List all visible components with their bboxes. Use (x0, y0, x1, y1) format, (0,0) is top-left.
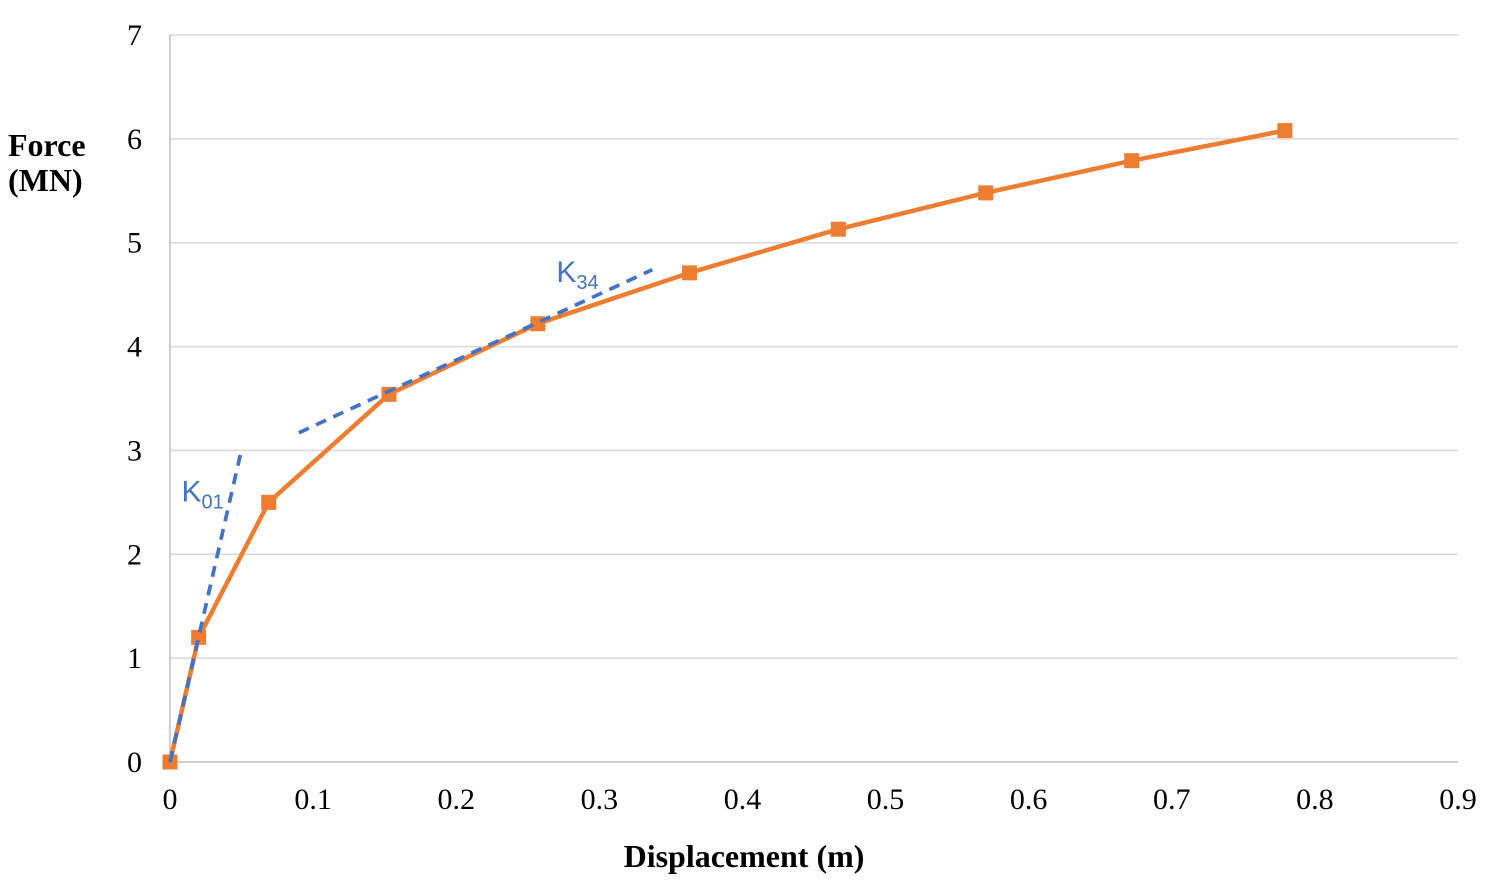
x-tick-label-0_5: 0.5 (867, 783, 905, 816)
x-tick-label-0_3: 0.3 (581, 783, 619, 816)
series-k01-secant-line (168, 448, 244, 763)
y-axis-title: Force (MN) (8, 128, 86, 198)
series-force-displacement-curve (167, 128, 1286, 763)
y-tick-label-3: 3 (127, 434, 142, 467)
series-k34-secant-line (298, 268, 654, 435)
marker-force-displacement-curve-point-9 (1277, 123, 1293, 139)
marker-force-displacement-curve-point-1 (191, 629, 207, 645)
y-tick-label-4: 4 (127, 331, 142, 364)
annotation-k34-main: K (556, 256, 576, 289)
marker-force-displacement-curve-point-7 (978, 185, 994, 201)
x-tick-label-0_2: 0.2 (437, 783, 475, 816)
y-axis-title-line2: (MN) (8, 162, 83, 198)
x-tick-label-0_1: 0.1 (294, 783, 332, 816)
y-axis-title-line1: Force (8, 127, 86, 163)
y-tick-label-5: 5 (127, 227, 142, 260)
annotation-k01-label: K01 (181, 475, 223, 513)
y-tick-label-6: 6 (127, 123, 142, 156)
x-tick-label-0_7: 0.7 (1153, 783, 1191, 816)
annotation-k34-subscript: 34 (576, 272, 598, 294)
marker-force-displacement-curve-point-5 (681, 265, 697, 281)
marker-force-displacement-curve-point-6 (830, 221, 846, 237)
x-tick-label-0_8: 0.8 (1296, 783, 1334, 816)
x-tick-label-0: 0 (163, 783, 178, 816)
x-axis-title: Displacement (m) (623, 838, 865, 874)
x-tick-label-0_9: 0.9 (1439, 783, 1477, 816)
y-tick-label-2: 2 (127, 538, 142, 571)
annotation-k01-subscript: 01 (201, 491, 223, 513)
x-tick-label-0_6: 0.6 (1010, 783, 1048, 816)
x-tick-label-0_4: 0.4 (724, 783, 762, 816)
y-tick-label-7: 7 (127, 19, 142, 52)
marker-force-displacement-curve-point-8 (1124, 153, 1140, 169)
annotation-k01-main: K (181, 475, 201, 508)
y-tick-label-1: 1 (127, 642, 142, 675)
annotation-k34-label: K34 (556, 256, 598, 294)
marker-force-displacement-curve-point-2 (261, 494, 277, 510)
y-tick-label-0: 0 (127, 746, 142, 779)
